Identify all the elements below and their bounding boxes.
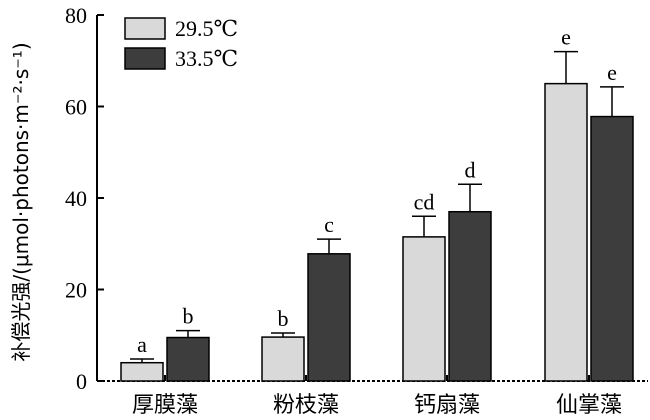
significance-label: e (561, 25, 571, 50)
x-tick-label: 钙扇藻 (414, 393, 480, 418)
x-tick-label: 粉枝藻 (273, 393, 339, 418)
significance-label: e (607, 60, 617, 85)
significance-label: cd (414, 189, 435, 214)
y-tick-label: 80 (65, 3, 87, 28)
bar (544, 82, 588, 382)
significance-label: b (183, 304, 194, 329)
y-tick-label: 40 (65, 186, 87, 211)
bar (448, 210, 492, 382)
x-tick-label: 仙掌藻 (556, 393, 622, 418)
y-axis-label-group: 补偿光强/(μmol·photons·m⁻²·s⁻¹) (9, 42, 33, 361)
legend-label: 29.5℃ (175, 16, 238, 41)
bar (590, 115, 634, 382)
y-axis-label: 补偿光强/(μmol·photons·m⁻²·s⁻¹) (9, 42, 33, 361)
bar (166, 336, 210, 382)
significance-label: a (137, 332, 147, 357)
legend: 29.5℃ 33.5℃ (124, 16, 238, 71)
y-tick-label: 20 (65, 278, 87, 303)
y-tick-label: 60 (65, 95, 87, 120)
y-tick-label: 0 (76, 369, 87, 394)
legend-label: 33.5℃ (175, 46, 238, 71)
bars: a b b c cd d e e (120, 25, 634, 382)
x-tick-label: 厚膜藻 (132, 393, 198, 418)
legend-swatch (124, 17, 166, 40)
bar (120, 361, 164, 382)
significance-label: c (324, 212, 334, 237)
bar (261, 336, 305, 382)
significance-label: b (278, 306, 289, 331)
significance-label: d (465, 157, 476, 182)
bar (402, 236, 446, 382)
bar (307, 253, 351, 382)
legend-swatch (124, 47, 166, 70)
